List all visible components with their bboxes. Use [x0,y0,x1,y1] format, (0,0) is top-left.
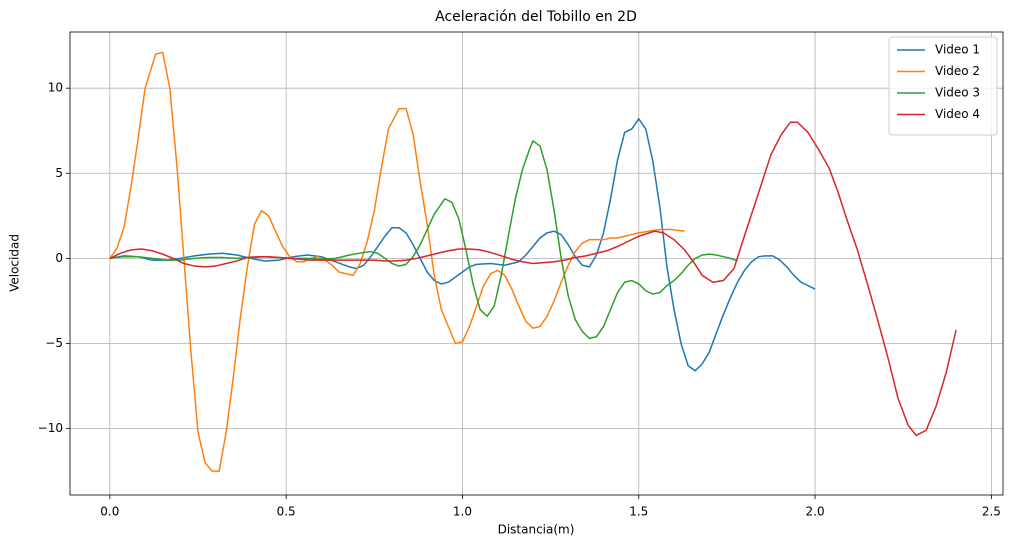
chart-title: Aceleración del Tobillo en 2D [435,9,637,25]
legend-box [888,36,998,136]
y-tick-label: −5 [45,336,63,350]
y-tick-label: −10 [38,421,63,435]
legend-label: Video 1 [935,43,980,57]
x-tick-label: 0.5 [277,505,296,519]
legend-label: Video 4 [935,107,980,121]
x-tick-label: 2.5 [982,505,1001,519]
series-line [109,117,816,372]
x-tick-label: 0.0 [100,505,119,519]
y-tick-label: 10 [48,81,63,95]
y-tick-label: 5 [55,166,63,180]
plot-frame [69,31,1004,496]
series-line [109,51,685,472]
y-axis-label: Velocidad [8,234,22,292]
legend: Video 1 Video 2 Video 3 Video 4 [888,36,998,136]
series-line [109,121,957,437]
series-line [109,139,738,340]
x-axis-label: Distancia(m) [498,523,575,537]
x-tick-label: 2.0 [806,505,825,519]
x-tick-label: 1.5 [629,505,648,519]
legend-label: Video 2 [935,64,980,78]
legend-label: Video 3 [935,86,980,100]
x-tick-label: 1.0 [453,505,472,519]
y-tick-label: 0 [55,251,63,265]
